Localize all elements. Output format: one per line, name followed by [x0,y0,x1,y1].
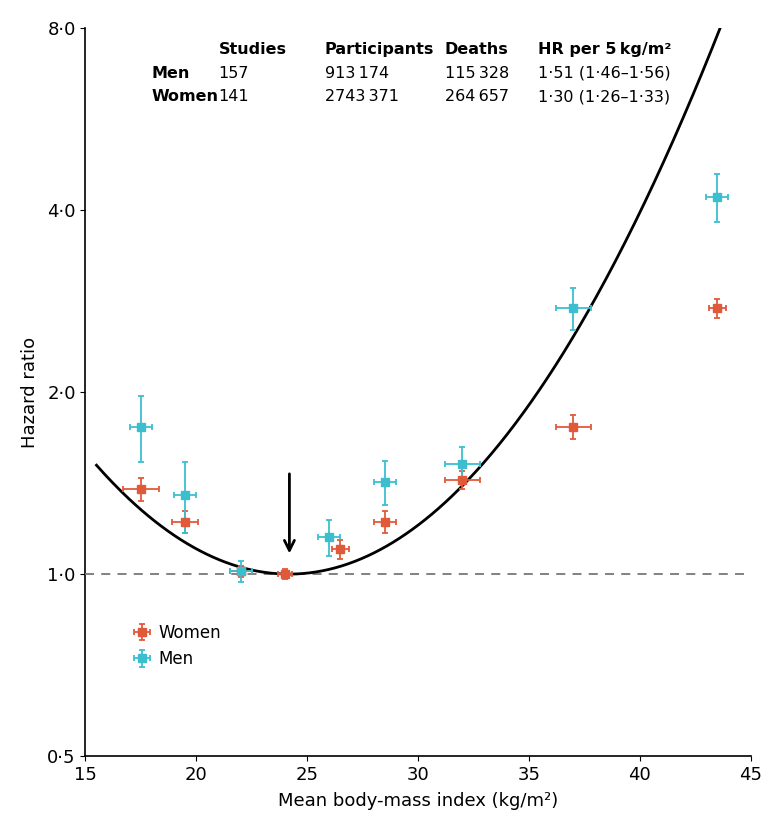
Text: Deaths: Deaths [445,42,508,57]
Text: 141: 141 [218,89,249,104]
Text: 1·51 (1·46–1·56): 1·51 (1·46–1·56) [538,66,670,81]
Text: 2743 371: 2743 371 [325,89,399,104]
Text: Studies: Studies [218,42,287,57]
Text: 115 328: 115 328 [445,66,509,81]
Text: Participants: Participants [325,42,435,57]
Text: Men: Men [152,66,190,81]
Text: 913 174: 913 174 [325,66,389,81]
Text: HR per 5 kg/m²: HR per 5 kg/m² [538,42,671,57]
Text: 264 657: 264 657 [445,89,509,104]
Y-axis label: Hazard ratio: Hazard ratio [21,337,39,448]
X-axis label: Mean body-mass index (kg/m²): Mean body-mass index (kg/m²) [278,792,558,810]
Text: 157: 157 [218,66,249,81]
Text: Women: Women [152,89,219,104]
Text: 1·30 (1·26–1·33): 1·30 (1·26–1·33) [538,89,670,104]
Legend: Women, Men: Women, Men [127,617,228,675]
